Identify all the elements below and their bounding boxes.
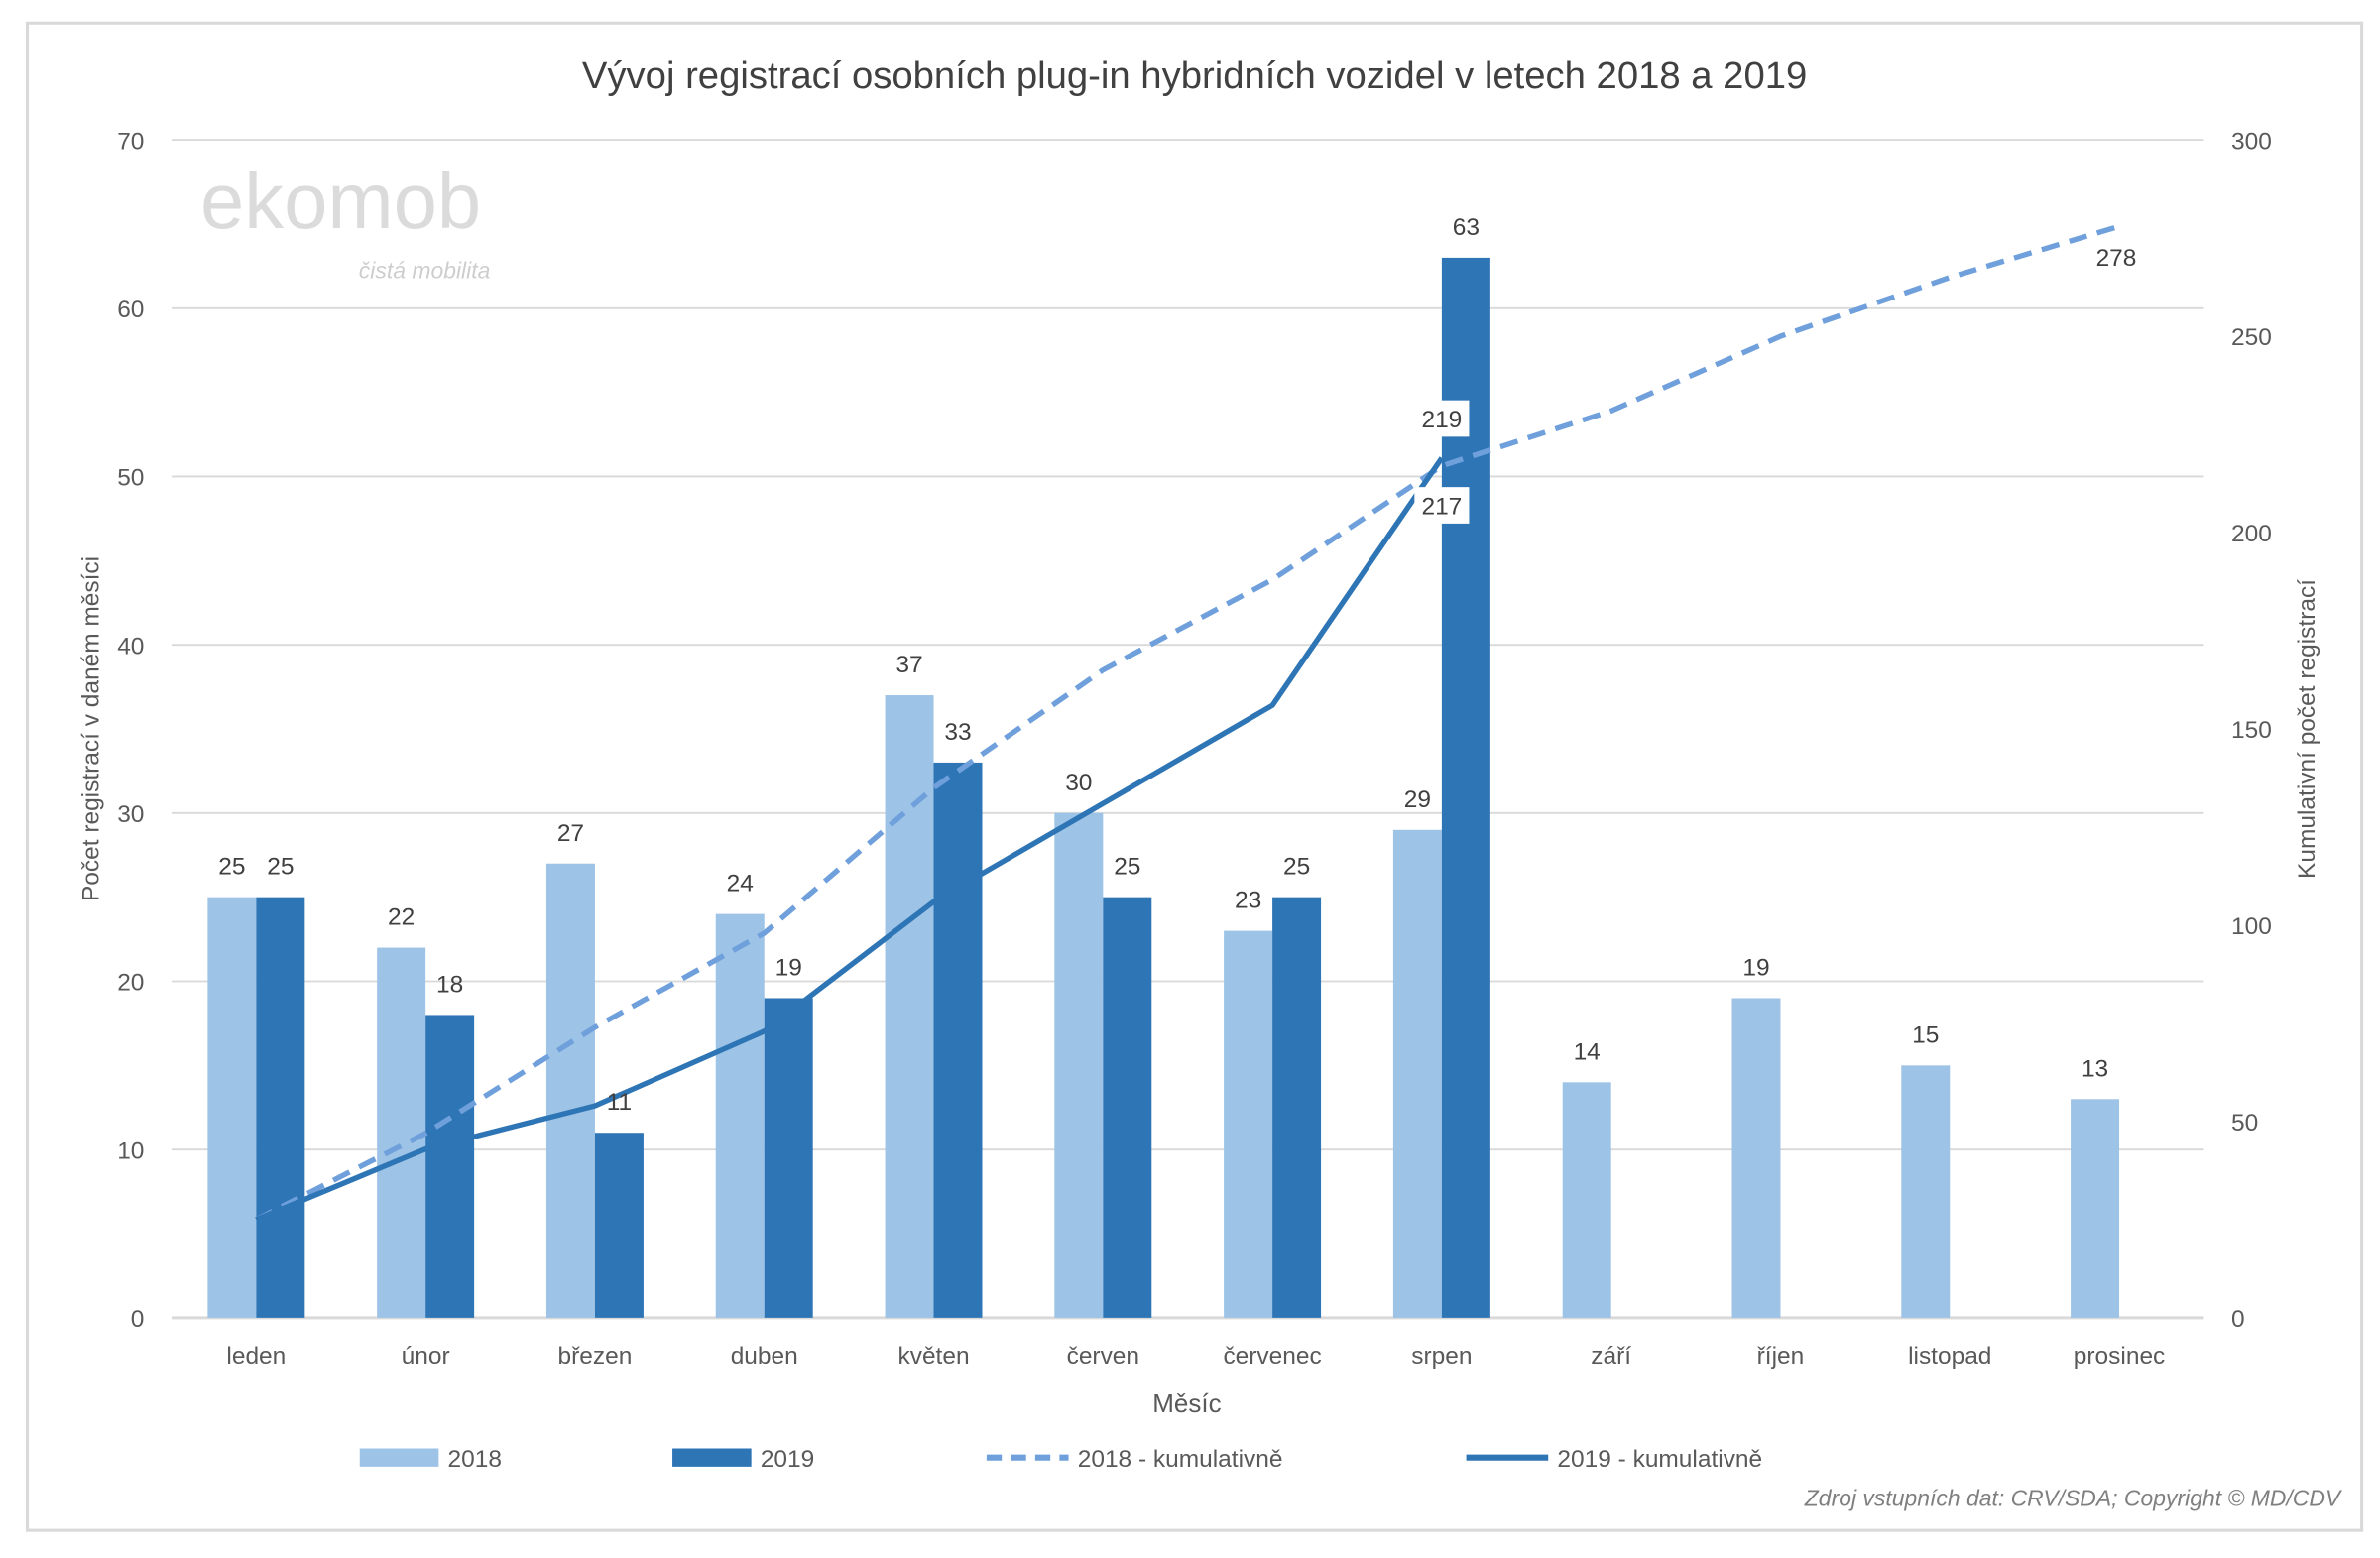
legend-swatch <box>359 1448 439 1467</box>
y-tick-label: 40 <box>117 633 144 659</box>
watermark-logo-text: ekomob <box>200 157 481 245</box>
x-tick-label: srpen <box>1411 1343 1472 1370</box>
bar-2018 <box>1392 829 1442 1318</box>
bar-2018 <box>1731 998 1781 1318</box>
y-tick-label: 30 <box>117 801 144 828</box>
x-axis-label: Měsíc <box>1152 1388 1221 1418</box>
x-tick-label: září <box>1591 1343 1631 1370</box>
bar-2018 <box>715 913 765 1318</box>
legend-label: 2019 - kumulativně <box>1557 1446 1762 1473</box>
bar-data-label: 24 <box>727 871 754 898</box>
bar-2019 <box>933 762 983 1318</box>
bar-data-label: 33 <box>944 719 971 746</box>
y2-tick-label: 50 <box>2231 1110 2258 1137</box>
y-tick-label: 10 <box>117 1138 144 1164</box>
x-tick-label: červenec <box>1223 1343 1321 1370</box>
line-point-label: 217 <box>1421 494 1462 521</box>
bar-2018 <box>207 897 257 1318</box>
bar-data-label: 13 <box>2082 1055 2108 1082</box>
point-label-bg <box>1414 400 1470 437</box>
y-tick-label: 70 <box>117 128 144 155</box>
chart-title: Vývoj registrací osobních plug-in hybrid… <box>582 55 1807 97</box>
x-tick-label: květen <box>897 1343 969 1370</box>
y2-tick-label: 300 <box>2231 128 2272 155</box>
bar-2018 <box>1901 1065 1951 1318</box>
x-tick-label: březen <box>558 1343 633 1370</box>
line-point-label: 219 <box>1421 407 1462 433</box>
watermark-logo: ekomob čistá mobilita <box>200 157 490 284</box>
y-axis-label: Počet registrací v daném měsíci <box>77 556 104 901</box>
x-tick-label: únor <box>402 1343 450 1370</box>
y-tick-label: 60 <box>117 297 144 323</box>
y2-tick-label: 0 <box>2231 1306 2245 1333</box>
bar-data-label: 22 <box>388 904 415 931</box>
bar-data-label: 25 <box>267 854 294 881</box>
bar-data-label: 25 <box>218 854 245 881</box>
bar-2019 <box>1103 897 1152 1318</box>
line-2019---kumulativně <box>255 456 1445 1223</box>
bar-data-label: 63 <box>1453 214 1480 241</box>
bar-data-label: 25 <box>1283 854 1310 881</box>
legend-label: 2019 <box>761 1446 814 1473</box>
bar-data-label: 14 <box>1574 1038 1601 1065</box>
y-tick-label: 0 <box>131 1306 145 1333</box>
bar-data-label: 25 <box>1114 854 1140 881</box>
y2-axis-label: Kumulativní počet registrací <box>2294 579 2320 879</box>
bar-data-label: 11 <box>607 1089 632 1116</box>
y2-tick-label: 250 <box>2231 324 2272 351</box>
bar-2019 <box>764 998 813 1318</box>
line-point-label: 278 <box>2096 245 2137 272</box>
bar-data-label: 19 <box>1742 955 1769 982</box>
source-note: Zdroj vstupních dat: CRV/SDA; Copyright … <box>1804 1486 2343 1511</box>
watermark-tagline: čistá mobilita <box>359 257 491 283</box>
y-tick-label: 50 <box>117 465 144 492</box>
bar-2018 <box>1054 812 1104 1318</box>
bar-2018 <box>1224 930 1273 1318</box>
x-tick-label: červen <box>1067 1343 1139 1370</box>
bar-data-label: 18 <box>436 971 463 998</box>
legend-swatch <box>672 1448 752 1467</box>
bar-2019 <box>256 897 305 1318</box>
bar-2018 <box>377 947 426 1318</box>
y2-tick-label: 150 <box>2231 717 2272 744</box>
legend-label: 2018 <box>448 1446 502 1473</box>
bar-2018 <box>885 695 934 1318</box>
point-label-bg <box>1414 487 1470 524</box>
x-tick-label: leden <box>226 1343 286 1370</box>
legend-label: 2018 - kumulativně <box>1078 1446 1283 1473</box>
bar-2019 <box>425 1015 475 1318</box>
bar-2018 <box>545 863 595 1318</box>
bar-data-label: 37 <box>895 652 922 678</box>
bar-data-label: 30 <box>1065 770 1092 796</box>
legend: 2018 2019 2018 - kumulativně 2019 - kumulat… <box>359 1446 1762 1473</box>
bar-2018 <box>1562 1082 1611 1318</box>
x-tick-label: duben <box>731 1343 798 1370</box>
x-tick-label: říjen <box>1757 1343 1805 1370</box>
bar-2019 <box>1272 897 1322 1318</box>
y2-tick-label: 100 <box>2231 913 2272 940</box>
bar-data-label: 19 <box>775 955 802 982</box>
line-2018---kumulativně <box>255 223 2120 1223</box>
y-tick-label: 20 <box>117 970 144 997</box>
x-tick-label: prosinec <box>2074 1343 2166 1370</box>
bar-2019 <box>594 1133 644 1318</box>
bar-2018 <box>2071 1099 2120 1318</box>
bar-data-label: 23 <box>1235 888 1261 914</box>
bar-data-label: 29 <box>1404 786 1431 813</box>
x-tick-label: listopad <box>1908 1343 1991 1370</box>
bar-data-label: 27 <box>557 820 584 847</box>
y2-tick-label: 200 <box>2231 521 2272 547</box>
bar-data-label: 15 <box>1912 1021 1939 1048</box>
